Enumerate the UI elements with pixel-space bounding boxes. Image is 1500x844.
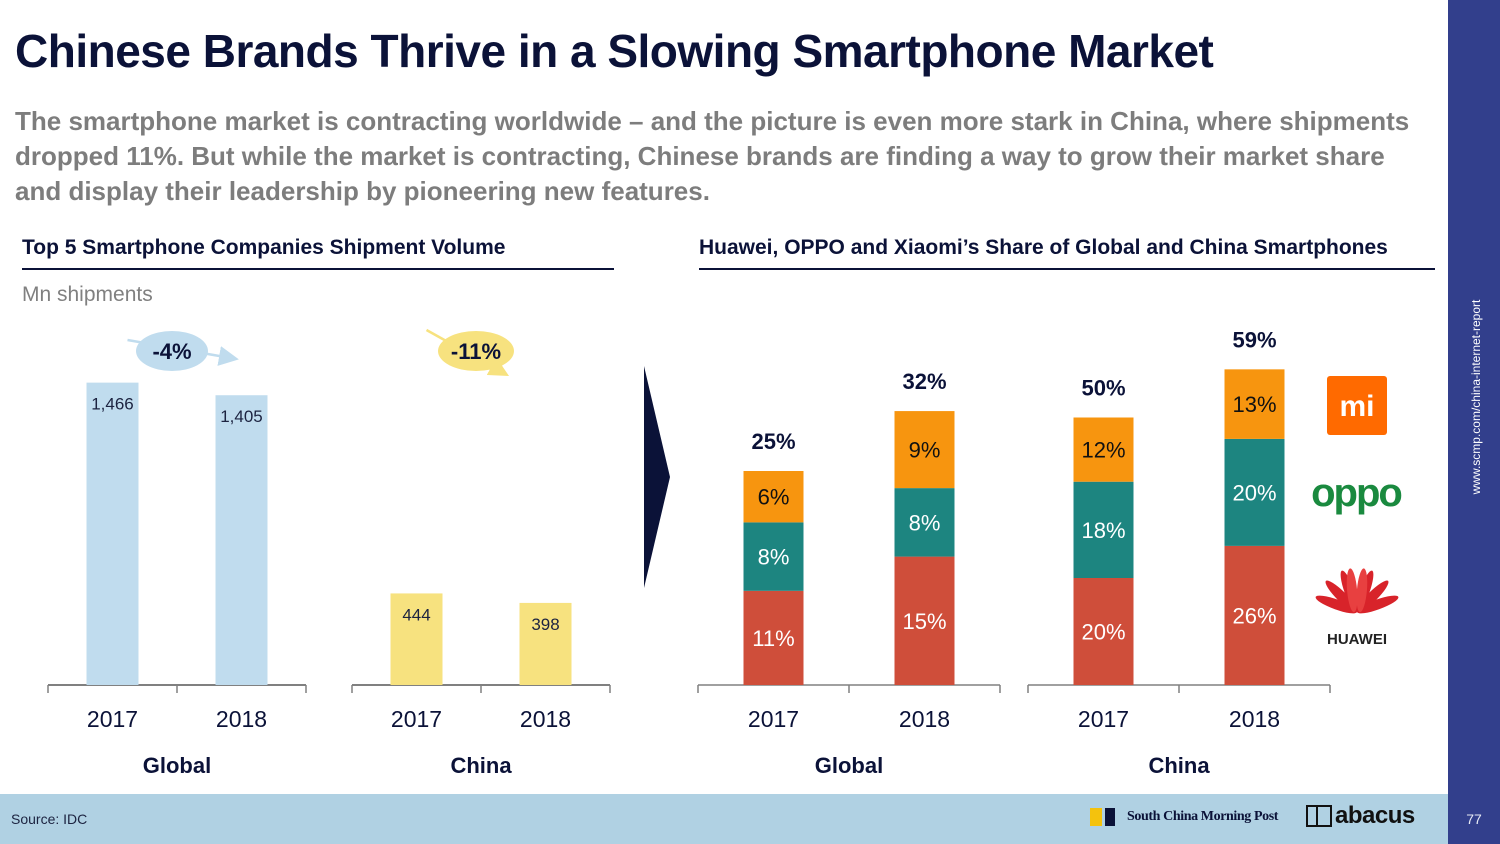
xiaomi-logo: mi: [1327, 376, 1387, 435]
page-title: Chinese Brands Thrive in a Slowing Smart…: [15, 25, 1214, 77]
bar-value-label: 444: [402, 605, 430, 624]
segment-value-label: 8%: [758, 545, 790, 570]
segment-huawei-china-2018: [1224, 545, 1285, 685]
abacus-logo-text: abacus: [1335, 802, 1415, 829]
segment-huawei-global-2018: [894, 556, 955, 685]
x-tick-label: 2017: [391, 706, 442, 732]
bar-total-label: 25%: [751, 429, 795, 454]
segment-xiaomi-global-2017: [743, 471, 804, 523]
arrow-shape: [644, 366, 670, 588]
huawei-petal: [1356, 595, 1399, 614]
x-tick-label: 2018: [1229, 706, 1280, 732]
market-share-chart: 11% 8% 6% 25% 2017 15% 8% 9% 32% 2018 Global 20% 18%…: [697, 327, 1403, 778]
bar-global-2017: [86, 382, 139, 685]
transition-arrow-icon: [644, 366, 670, 588]
scmp-logo-text: South China Morning Post: [1127, 809, 1279, 824]
y-unit-label: Mn shipments: [22, 283, 153, 306]
segment-xiaomi-china-2017: [1073, 417, 1134, 482]
group-label-global: Global: [815, 753, 883, 778]
page-number: 77: [1466, 811, 1482, 827]
bar-total-label: 59%: [1232, 327, 1276, 352]
bar-total-label: 50%: [1081, 376, 1125, 401]
segment-value-label: 13%: [1232, 392, 1276, 417]
segment-oppo-china-2018: [1224, 438, 1285, 546]
bar-value-label: 1,405: [220, 407, 263, 426]
segment-xiaomi-china-2018: [1224, 369, 1285, 439]
change-bubble: [136, 331, 208, 371]
bar-total-label: 32%: [902, 369, 946, 394]
scmp-logo-navy-block: [1105, 808, 1115, 826]
segment-value-label: 8%: [909, 510, 941, 535]
bar-value-label: 398: [531, 615, 559, 634]
huawei-petal: [1315, 595, 1358, 614]
shipment-volume-chart: 1,46620171,4052018Global-4%4442017398201…: [47, 328, 611, 778]
segment-value-label: 11%: [752, 626, 794, 651]
scmp-logo: South China Morning Post: [1090, 808, 1278, 826]
segment-value-label: 26%: [1232, 603, 1276, 628]
segment-value-label: 15%: [902, 609, 946, 634]
x-tick-label: 2018: [216, 706, 267, 732]
sidebar-url[interactable]: www.scmp.com/china-internet-report: [1469, 299, 1483, 495]
left-chart-title: Top 5 Smartphone Companies Shipment Volu…: [22, 236, 614, 270]
segment-huawei-china-2017: [1073, 578, 1134, 685]
x-tick-label: 2017: [87, 706, 138, 732]
change-label: -11%: [451, 339, 501, 364]
segment-value-label: 6%: [758, 485, 790, 510]
change-label: -4%: [152, 339, 191, 364]
huawei-logo: [1315, 568, 1399, 614]
abacus-logo: abacus: [1306, 802, 1415, 829]
segment-huawei-global-2017: [743, 590, 804, 685]
segment-oppo-china-2017: [1073, 481, 1134, 578]
xiaomi-logo-text: mi: [1339, 390, 1374, 423]
huawei-petal: [1346, 568, 1358, 613]
segment-value-label: 20%: [1081, 620, 1125, 645]
oppo-logo: oppo: [1311, 471, 1401, 515]
segment-xiaomi-global-2018: [894, 411, 955, 489]
footer: [0, 794, 1448, 844]
group-label-china: China: [1148, 753, 1210, 778]
source-note: Source: IDC: [11, 811, 88, 827]
x-tick-label: 2018: [899, 706, 950, 732]
huawei-logo-text: HUAWEI: [1327, 631, 1387, 648]
scmp-logo-yellow-block: [1090, 808, 1102, 826]
bar-value-label: 1,466: [91, 395, 134, 414]
segment-oppo-global-2018: [894, 488, 955, 557]
segment-oppo-global-2017: [743, 522, 804, 591]
change-bubble: [438, 331, 514, 371]
bar-global-2018: [215, 395, 268, 685]
segment-value-label: 9%: [909, 438, 941, 463]
x-tick-label: 2017: [748, 706, 799, 732]
bar-china-2017: [390, 593, 443, 685]
right-chart-title: Huawei, OPPO and Xiaomi’s Share of Globa…: [699, 236, 1435, 270]
bar-china-2018: [519, 602, 572, 685]
x-tick-label: 2018: [520, 706, 571, 732]
segment-value-label: 20%: [1232, 480, 1276, 505]
x-tick-label: 2017: [1078, 706, 1129, 732]
sidebar: [1448, 0, 1500, 844]
group-label-china: China: [450, 753, 512, 778]
page-subtitle: The smartphone market is contracting wor…: [15, 106, 1410, 206]
segment-value-label: 18%: [1081, 518, 1125, 543]
xiaomi-logo-background: [1327, 376, 1387, 435]
huawei-petal: [1356, 568, 1368, 613]
segment-value-label: 12%: [1081, 438, 1125, 463]
abacus-icon: [1306, 805, 1332, 827]
group-label-global: Global: [143, 753, 211, 778]
